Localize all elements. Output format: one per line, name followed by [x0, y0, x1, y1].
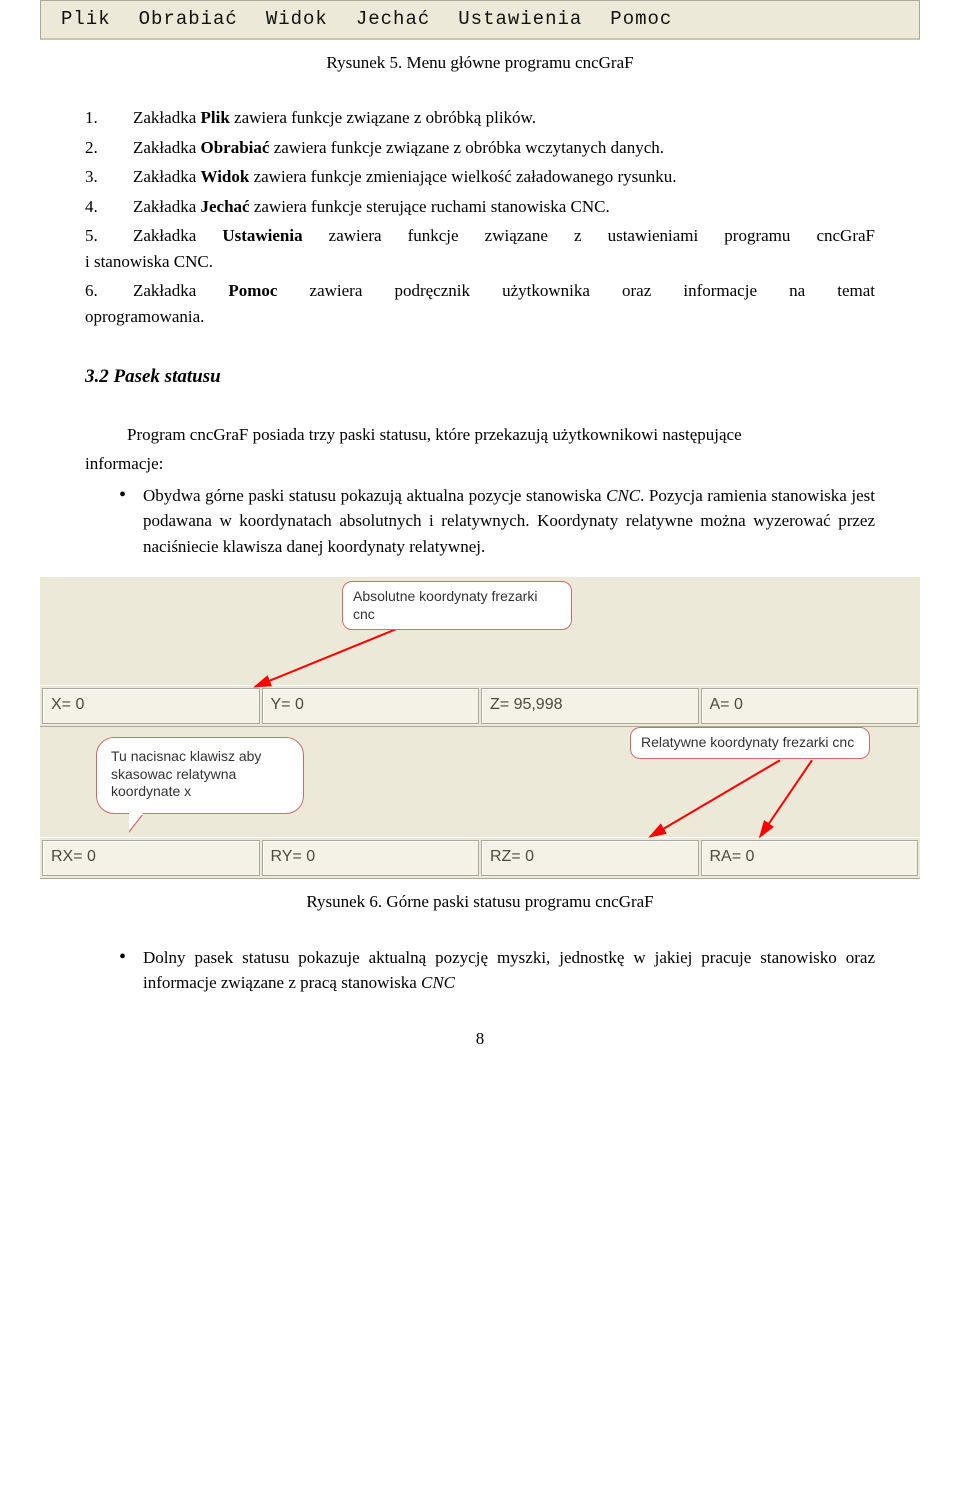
tab-rest-6a: zawiera podręcznik użytkownika oraz info… [277, 281, 875, 300]
tab-desc-6: Zakładka Pomoc zawiera podręcznik użytko… [133, 278, 875, 329]
figure6-status-bars: X= 0 Y= 0 Z= 95,998 A= 0 RX= 0 RY= 0 RZ=… [40, 577, 920, 879]
bullet1-text-a: Obydwa górne paski statusu pokazują aktu… [143, 486, 606, 505]
tab-rest-1: zawiera funkcje związane z obróbką plikó… [230, 108, 536, 127]
tab-desc-5: Zakładka Ustawienia zawiera funkcje zwią… [133, 223, 875, 274]
bullet2-text: Dolny pasek statusu pokazuje aktualną po… [143, 948, 875, 993]
menu-item-widok[interactable]: Widok [252, 3, 342, 36]
tab-rest-3: zawiera funkcje zmieniające wielkość zał… [249, 167, 676, 186]
abs-z-cell[interactable]: Z= 95,998 [481, 688, 699, 724]
bullet1-cnc: CNC [606, 486, 640, 505]
abs-y-cell[interactable]: Y= 0 [262, 688, 480, 724]
rel-x-cell[interactable]: RX= 0 [42, 840, 260, 876]
tab-name-ustawienia: Ustawienia [222, 226, 302, 245]
intro-line-2: informacje: [85, 451, 875, 477]
tab-rest-4: zawiera funkcje sterujące ruchami stanow… [250, 197, 610, 216]
tab-rest-6b: oprogramowania. [85, 304, 875, 330]
tab-rest-2: zawiera funkcje związane z obróbka wczyt… [269, 138, 664, 157]
section-heading-3-2: 3.2 Pasek statusu [85, 363, 875, 392]
tab-name-widok: Widok [201, 167, 250, 186]
tab-rest-5a: zawiera funkcje związane z ustawieniami … [303, 226, 875, 245]
menu-item-obrabiac[interactable]: Obrabiać [125, 3, 252, 36]
tab-desc-2: Zakładka Obrabiać zawiera funkcje związa… [133, 135, 875, 161]
abs-x-cell[interactable]: X= 0 [42, 688, 260, 724]
rel-a-cell[interactable]: RA= 0 [701, 840, 919, 876]
rel-y-cell[interactable]: RY= 0 [262, 840, 480, 876]
status-bullet-2: Dolny pasek statusu pokazuje aktualną po… [143, 945, 875, 996]
status-bullet-1: Obydwa górne paski statusu pokazują aktu… [143, 483, 875, 560]
speech-bubble-rx: Tu nacisnac klawisz aby skasowac relatyw… [96, 737, 304, 814]
figure6-caption: Rysunek 6. Górne paski statusu programu … [85, 889, 875, 915]
tab-rest-5b: i stanowiska CNC. [85, 249, 875, 275]
tab-name-pomoc: Pomoc [228, 281, 277, 300]
status-bar-relative: RX= 0 RY= 0 RZ= 0 RA= 0 [40, 837, 920, 879]
rel-z-cell[interactable]: RZ= 0 [481, 840, 699, 876]
menubar: Plik Obrabiać Widok Jechać Ustawienia Po… [40, 0, 920, 40]
menu-item-ustawienia[interactable]: Ustawienia [444, 3, 596, 36]
menu-item-jechac[interactable]: Jechać [342, 3, 444, 36]
page-number: 8 [85, 1026, 875, 1052]
tab-description-list: Zakładka Plik zawiera funkcje związane z… [85, 105, 875, 329]
status-bullet-list-2: Dolny pasek statusu pokazuje aktualną po… [143, 945, 875, 996]
intro-line-1: Program cncGraF posiada trzy paski statu… [85, 422, 875, 448]
menu-item-pomoc[interactable]: Pomoc [596, 3, 686, 36]
figure5-caption: Rysunek 5. Menu główne programu cncGraF [85, 50, 875, 76]
tab-name-obrabiac: Obrabiać [201, 138, 270, 157]
bullet2-cnc: CNC [421, 973, 455, 992]
status-bar-absolute: X= 0 Y= 0 Z= 95,998 A= 0 [40, 685, 920, 727]
abs-a-cell[interactable]: A= 0 [701, 688, 919, 724]
menu-item-plik[interactable]: Plik [47, 3, 125, 36]
callout-relative: Relatywne koordynaty frezarki cnc [630, 727, 870, 759]
tab-name-plik: Plik [201, 108, 230, 127]
tab-desc-4: Zakładka Jechać zawiera funkcje sterując… [133, 194, 875, 220]
tab-desc-1: Zakładka Plik zawiera funkcje związane z… [133, 105, 875, 131]
tab-desc-3: Zakładka Widok zawiera funkcje zmieniają… [133, 164, 875, 190]
menubar-figure: Plik Obrabiać Widok Jechać Ustawienia Po… [40, 0, 920, 40]
callout-absolute: Absolutne koordynaty frezarki cnc [342, 581, 572, 630]
status-bullet-list: Obydwa górne paski statusu pokazują aktu… [143, 483, 875, 560]
tab-name-jechac: Jechać [201, 197, 250, 216]
